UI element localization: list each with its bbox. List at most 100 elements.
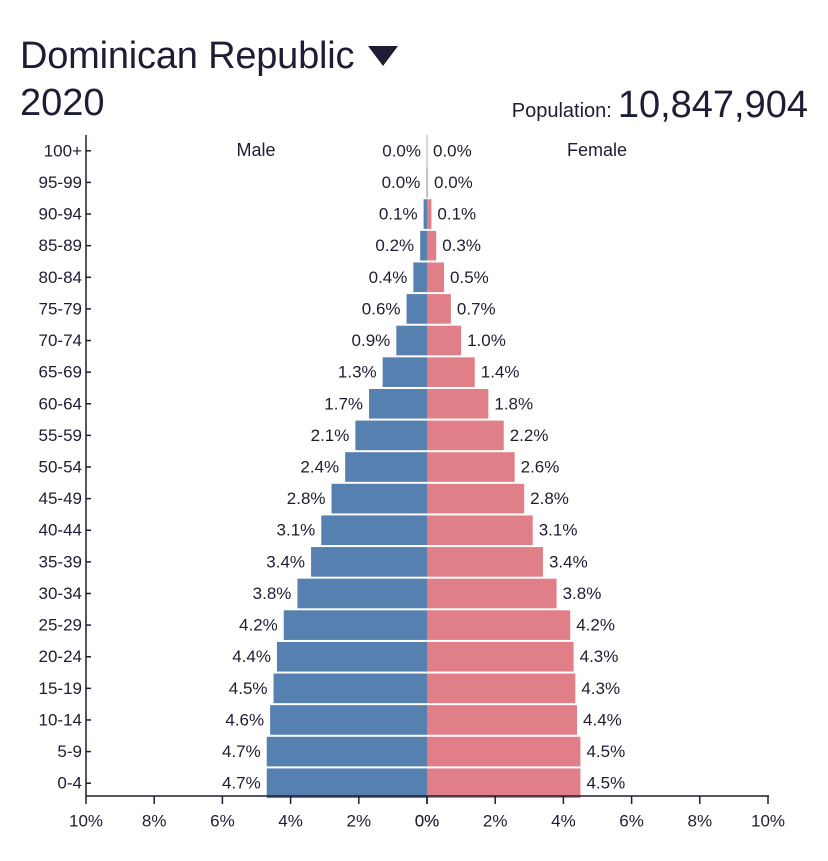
male-value-label: 2.4% (300, 457, 339, 476)
female-value-label: 2.8% (530, 489, 569, 508)
male-bar (266, 736, 427, 767)
male-bar (273, 673, 427, 704)
population-value: 10,847,904 (617, 84, 808, 126)
male-value-label: 0.0% (382, 173, 421, 192)
female-bar (427, 294, 451, 324)
female-value-label: 3.8% (563, 584, 602, 603)
female-bar (427, 357, 475, 387)
male-value-label: 3.1% (277, 521, 316, 540)
male-value-label: 4.4% (232, 647, 271, 666)
male-bar (311, 547, 427, 577)
female-value-label: 4.3% (580, 647, 619, 666)
age-group-label: 65-69 (39, 363, 82, 382)
female-value-label: 2.2% (510, 426, 549, 445)
male-value-label: 4.5% (229, 679, 268, 698)
female-value-label: 1.0% (467, 331, 506, 350)
x-tick-label: 0% (415, 811, 440, 830)
male-bar (396, 325, 427, 356)
age-group-label: 100+ (44, 141, 82, 160)
male-bar (413, 262, 427, 293)
female-bar (427, 388, 489, 419)
female-value-label: 1.4% (481, 363, 520, 382)
x-tick-label: 10% (751, 811, 785, 830)
female-bar (427, 578, 557, 609)
male-bar (406, 294, 427, 324)
male-bar (266, 768, 427, 799)
male-value-label: 0.0% (382, 141, 421, 160)
male-value-label: 0.9% (352, 331, 391, 350)
female-value-label: 3.4% (549, 552, 588, 571)
age-group-label: 80-84 (39, 268, 82, 287)
chevron-down-icon[interactable] (368, 46, 399, 66)
male-value-label: 4.7% (222, 774, 261, 793)
male-bar (297, 578, 427, 609)
age-group-label: 20-24 (39, 647, 82, 666)
female-bar (427, 515, 533, 546)
age-group-label: 30-34 (39, 584, 82, 603)
female-bar (427, 610, 571, 640)
female-bar (427, 230, 437, 261)
male-bar (345, 452, 427, 482)
male-value-label: 0.6% (362, 299, 401, 318)
female-value-label: 0.5% (450, 268, 489, 287)
age-group-label: 25-29 (39, 616, 82, 635)
x-tick-label: 4% (278, 811, 303, 830)
age-group-label: 40-44 (39, 521, 82, 540)
male-value-label: 0.2% (375, 236, 414, 255)
x-tick-label: 8% (688, 811, 713, 830)
age-group-label: 50-54 (39, 457, 82, 476)
female-value-label: 0.0% (433, 141, 472, 160)
age-group-label: 75-79 (39, 299, 82, 318)
male-value-label: 4.2% (239, 616, 278, 635)
male-bar (420, 230, 427, 261)
age-group-label: 5-9 (57, 742, 82, 761)
age-group-label: 90-94 (39, 205, 82, 224)
female-value-label: 3.1% (539, 521, 578, 540)
male-value-label: 3.8% (253, 584, 292, 603)
male-bar (331, 483, 427, 514)
female-bar (427, 325, 462, 356)
male-value-label: 2.1% (311, 426, 350, 445)
x-tick-label: 2% (483, 811, 508, 830)
male-bar (283, 610, 427, 640)
x-tick-label: 6% (619, 811, 644, 830)
age-group-label: 35-39 (39, 552, 82, 571)
x-tick-label: 4% (551, 811, 576, 830)
female-bar (427, 262, 445, 293)
female-bar (427, 641, 574, 672)
female-series-label: Female (567, 140, 627, 160)
female-bar (427, 420, 504, 451)
female-value-label: 4.4% (583, 710, 622, 729)
male-value-label: 1.3% (338, 363, 377, 382)
age-group-label: 55-59 (39, 426, 82, 445)
female-bar (427, 736, 581, 767)
female-bar (427, 673, 576, 704)
age-group-label: 95-99 (39, 173, 82, 192)
year-label: 2020 (20, 82, 105, 124)
x-tick-label: 0% (415, 811, 440, 830)
female-bar (427, 452, 515, 482)
male-value-label: 3.4% (266, 552, 305, 571)
male-series-label: Male (236, 140, 275, 160)
female-bar (427, 547, 543, 577)
male-value-label: 4.6% (225, 710, 264, 729)
male-bar (382, 357, 427, 387)
age-group-label: 15-19 (39, 679, 82, 698)
male-value-label: 1.7% (324, 394, 363, 413)
age-group-label: 45-49 (39, 489, 82, 508)
female-value-label: 2.6% (521, 457, 560, 476)
x-tick-label: 8% (142, 811, 167, 830)
country-selector[interactable]: Dominican Republic (20, 30, 399, 82)
female-bar (427, 483, 525, 514)
population-display: Population: 10,847,904 (512, 84, 808, 127)
female-value-label: 4.5% (586, 774, 625, 793)
female-value-label: 0.1% (437, 205, 476, 224)
age-group-label: 60-64 (39, 394, 82, 413)
female-bar (427, 199, 432, 229)
female-value-label: 4.3% (581, 679, 620, 698)
female-value-label: 4.5% (586, 742, 625, 761)
male-value-label: 0.1% (379, 205, 418, 224)
age-group-label: 85-89 (39, 236, 82, 255)
male-bar (423, 199, 427, 229)
